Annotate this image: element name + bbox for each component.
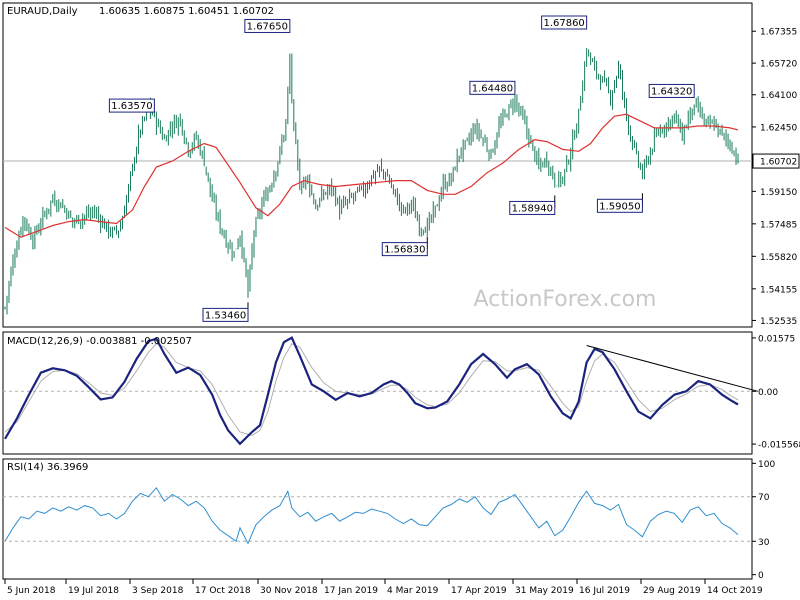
- moving-average-line: [4, 113, 739, 238]
- price-axis-label: 1.57485: [760, 220, 797, 230]
- price-axis-label: 1.67355: [760, 28, 797, 38]
- price-label-text: 1.64320: [651, 86, 692, 97]
- current-price-tag: 1.60702: [760, 158, 797, 168]
- rsi-axis-label: 100: [758, 460, 775, 470]
- current-price-box: [752, 153, 800, 169]
- ohlc-readout: 1.60635 1.60875 1.60451 1.60702: [99, 6, 274, 17]
- price-label-box: [202, 307, 249, 322]
- time-axis-label: 30 Nov 2018: [260, 586, 318, 596]
- price-label-text: 1.53460: [205, 310, 246, 321]
- time-axis-label: 31 May 2019: [515, 586, 574, 596]
- price-label-text: 1.56830: [384, 245, 425, 256]
- time-axis-label: 19 Jul 2018: [68, 586, 119, 596]
- macd-signal-line: [4, 343, 739, 436]
- time-axis-label: 17 Oct 2018: [195, 586, 251, 596]
- axes: 1.67355 1.65720 1.64100 1.62450 1.60702 1.591…: [4, 28, 800, 596]
- time-axis-label: 29 Aug 2019: [643, 586, 701, 596]
- price-axis-label: 1.55820: [760, 253, 797, 263]
- macd-panel: [3, 336, 759, 446]
- price-label-text: 1.63570: [111, 101, 152, 112]
- rsi-axis-label: 0: [758, 571, 764, 581]
- price-label-text: 1.64480: [472, 83, 513, 94]
- time-axis-label: 5 Jun 2018: [7, 586, 56, 596]
- price-label-box: [541, 15, 588, 30]
- macd-panel-frame: [2, 331, 753, 455]
- price-label-box: [108, 98, 155, 113]
- price-axis-label: 1.64100: [760, 91, 797, 101]
- price-label-box: [596, 198, 643, 213]
- rsi-title: RSI(14) 36.3969: [7, 462, 88, 473]
- price-panel-frame: [2, 2, 753, 328]
- macd-line: [4, 336, 739, 446]
- price-label-text: 1.67650: [247, 21, 288, 32]
- macd-trendline: [586, 345, 759, 392]
- time-axis-label: 17 Jan 2019: [324, 586, 378, 596]
- price-label-text: 1.58940: [512, 203, 553, 214]
- price-panel: 1.63570 1.53460 1.67650 1.56830 1.64480 1.589…: [3, 15, 752, 322]
- price-label-box: [244, 18, 291, 33]
- watermark-text: ActionForex.com: [474, 287, 657, 312]
- price-label-text: 1.67860: [543, 18, 584, 29]
- time-axis-label: 3 Sep 2018: [132, 586, 184, 596]
- time-axis-label: 14 Oct 2019: [707, 586, 763, 596]
- time-axis-label: 16 Jul 2019: [579, 586, 630, 596]
- rsi-axis-label: 30: [758, 538, 770, 548]
- rsi-line: [4, 486, 739, 545]
- price-axis-label: 1.54155: [760, 285, 797, 295]
- macd-axis-label: -0.015568: [758, 441, 800, 451]
- price-label-box: [509, 200, 556, 215]
- macd-title: MACD(12,26,9) -0.003881 -0.002507: [7, 336, 192, 347]
- rsi-panel-frame: [2, 458, 753, 580]
- time-axis-label: 4 Mar 2019: [387, 586, 439, 596]
- price-label-box: [381, 242, 428, 257]
- price-axis-label: 1.62450: [760, 123, 797, 133]
- rsi-panel: [3, 486, 752, 545]
- price-label-box: [648, 83, 695, 98]
- macd-axis-label: 0.01575: [758, 334, 795, 344]
- symbol-label: EURAUD,Daily: [7, 6, 78, 17]
- price-label-text: 1.59050: [599, 201, 640, 212]
- price-axis-label: 1.59150: [760, 188, 797, 198]
- price-label-box: [469, 80, 516, 95]
- rsi-axis-label: 70: [758, 493, 770, 503]
- macd-axis-label: 0.00: [758, 388, 778, 398]
- price-axis-label: 1.52535: [760, 317, 797, 327]
- price-axis-label: 1.65720: [760, 60, 797, 70]
- time-axis-label: 17 Apr 2019: [451, 586, 507, 596]
